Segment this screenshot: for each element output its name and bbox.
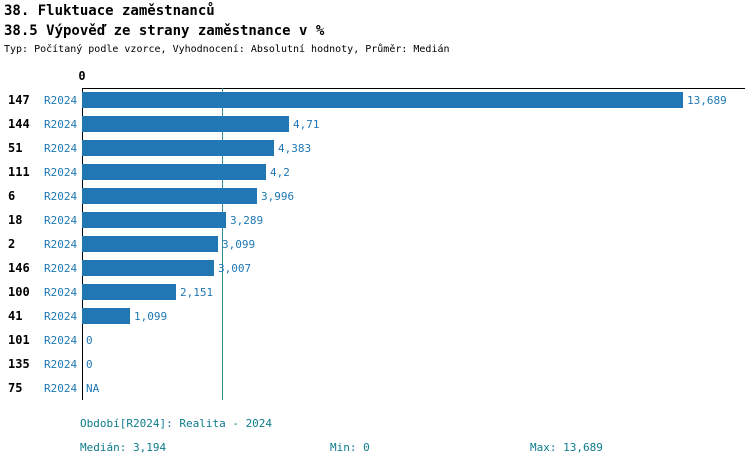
row-series-label: R2024 [44,381,78,395]
bar-track: 3,289 [82,208,750,232]
row-category-label: 146 [8,261,30,275]
bar [82,188,257,204]
bar-value-label: 13,689 [687,93,727,107]
bar-track: 0 [82,328,750,352]
axis-zero-tick: 0 [78,69,86,83]
row-series-label: R2024 [44,333,78,347]
row-series-label: R2024 [44,285,78,299]
bar-value-label: 3,099 [222,237,256,251]
row-category-label: 18 [8,213,23,227]
bar-value-label: 3,289 [230,213,264,227]
bar-track: 4,383 [82,136,750,160]
bar-track: 3,007 [82,256,750,280]
chart-row: 111 R2024 4,2 [0,160,750,184]
chart-row: 144 R2024 4,71 [0,112,750,136]
bar-track: 2,151 [82,280,750,304]
chart-row: 2 R2024 3,099 [0,232,750,256]
row-category-label: 2 [8,237,16,251]
bar-value-label: 0 [86,357,93,371]
page-subtitle: 38.5 Výpověď ze strany zaměstnance v % [4,23,325,39]
bar-value-label: 3,007 [218,261,252,275]
bar [82,92,683,108]
footer-max: Max: 13,689 [530,441,603,454]
chart-meta: Typ: Počítaný podle vzorce, Vyhodnocení:… [4,44,450,55]
bar [82,212,226,228]
row-series-label: R2024 [44,117,78,131]
median-line [222,88,224,400]
bar-track: 13,689 [82,88,750,112]
row-series-label: R2024 [44,93,78,107]
bar-value-label: 1,099 [134,309,168,323]
bar [82,308,130,324]
chart-row: 75 R2024 NA [0,376,750,400]
chart-row: 6 R2024 3,996 [0,184,750,208]
chart-row: 18 R2024 3,289 [0,208,750,232]
bar-track: 3,996 [82,184,750,208]
footer-period: Období[R2024]: Realita - 2024 [80,417,273,430]
row-series-label: R2024 [44,165,78,179]
bar-track: 3,099 [82,232,750,256]
bar [82,236,218,252]
bar-track: 0 [82,352,750,376]
bar-value-label: 3,996 [261,189,295,203]
row-series-label: R2024 [44,357,78,371]
bar-value-label: 4,2 [270,165,290,179]
bar [82,260,214,276]
row-series-label: R2024 [44,261,78,275]
axis-top-line [82,88,745,89]
row-category-label: 6 [8,189,16,203]
row-series-label: R2024 [44,189,78,203]
bar-value-label: 2,151 [180,285,214,299]
bar [82,140,274,156]
bar-track: 4,2 [82,160,750,184]
chart-rows: 147 R2024 13,689 144 R2024 4,71 51 R2024… [0,88,750,400]
row-category-label: 101 [8,333,30,347]
bar-value-label: 4,383 [278,141,312,155]
chart-row: 100 R2024 2,151 [0,280,750,304]
bar [82,116,289,132]
bar-track: NA [82,376,750,400]
row-category-label: 41 [8,309,23,323]
row-category-label: 100 [8,285,30,299]
chart-row: 51 R2024 4,383 [0,136,750,160]
bar [82,284,176,300]
bar [82,164,266,180]
row-series-label: R2024 [44,237,78,251]
footer-median: Medián: 3,194 [80,441,167,454]
row-category-label: 111 [8,165,30,179]
row-category-label: 135 [8,357,30,371]
bar-chart: 0 147 R2024 13,689 144 R2024 4,71 51 R20… [0,69,750,400]
row-category-label: 144 [8,117,30,131]
bar-value-label: 0 [86,333,93,347]
chart-row: 146 R2024 3,007 [0,256,750,280]
row-category-label: 147 [8,93,30,107]
bar-track: 4,71 [82,112,750,136]
footer-min: Min: 0 [330,441,370,454]
row-series-label: R2024 [44,309,78,323]
row-category-label: 75 [8,381,23,395]
bar-value-label: NA [86,381,100,395]
chart-row: 41 R2024 1,099 [0,304,750,328]
chart-row: 147 R2024 13,689 [0,88,750,112]
chart-row: 101 R2024 0 [0,328,750,352]
row-series-label: R2024 [44,141,78,155]
row-category-label: 51 [8,141,23,155]
chart-row: 135 R2024 0 [0,352,750,376]
page-title: 38. Fluktuace zaměstnanců [4,3,215,19]
bar-track: 1,099 [82,304,750,328]
bar-value-label: 4,71 [293,117,320,131]
row-series-label: R2024 [44,213,78,227]
